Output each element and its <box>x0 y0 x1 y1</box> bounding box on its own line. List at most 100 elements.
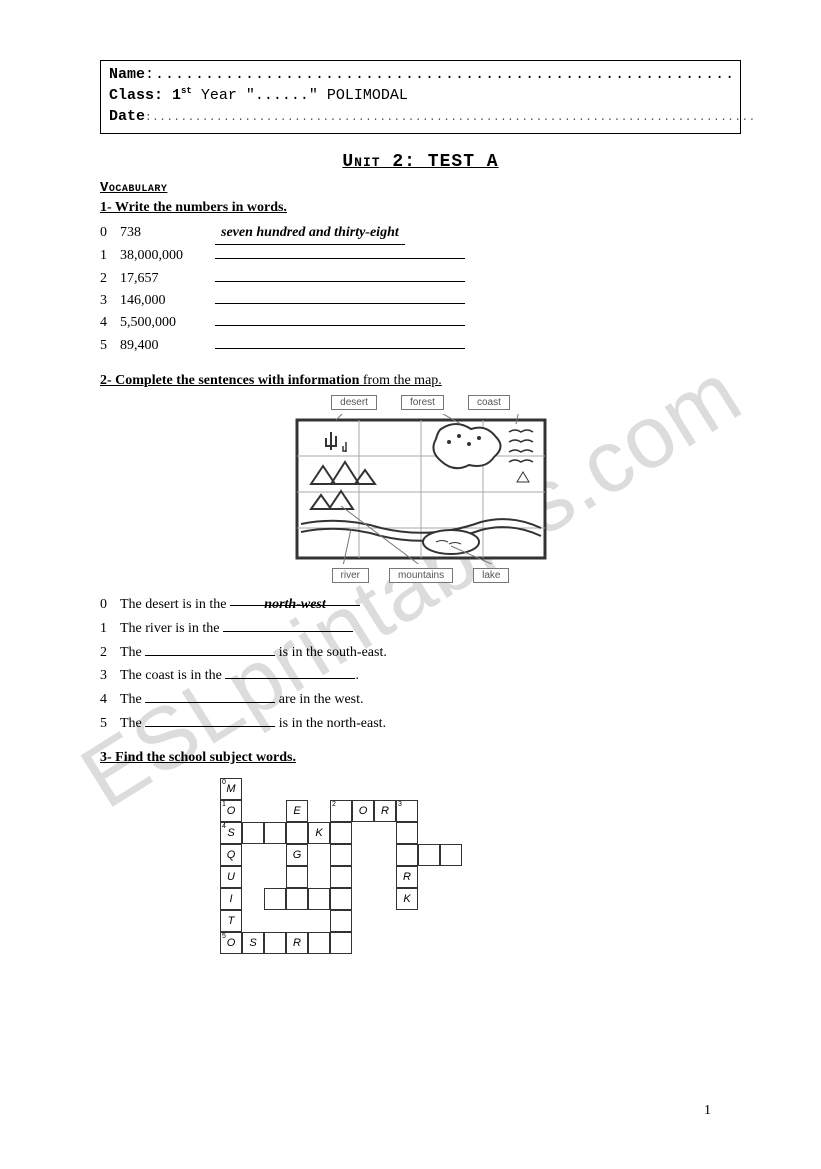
row-index: 0 <box>100 222 120 244</box>
row-index: 3 <box>100 290 120 312</box>
crossword-cell[interactable] <box>242 822 264 844</box>
blank-line[interactable] <box>215 268 465 282</box>
empty-cell <box>352 844 374 866</box>
sentence-pre: The river is in the <box>120 621 223 636</box>
empty-cell <box>264 866 286 888</box>
crossword-cell[interactable]: U <box>220 866 242 888</box>
crossword-cell[interactable] <box>286 822 308 844</box>
blank-line[interactable] <box>145 714 275 727</box>
cell-letter: S <box>249 937 256 949</box>
sentence-pre: The desert is in the <box>120 597 230 612</box>
sentence-row: 2The is in the south-east. <box>100 641 741 665</box>
map-label-river: river <box>332 568 369 583</box>
cell-number: 1 <box>222 801 226 808</box>
crossword-cell[interactable]: R <box>374 800 396 822</box>
cell-letter: O <box>359 805 368 817</box>
crossword-cell[interactable]: 5O <box>220 932 242 954</box>
cell-letter: Q <box>227 849 236 861</box>
crossword-cell[interactable] <box>330 866 352 888</box>
name-dots: :.......................................… <box>145 66 735 83</box>
row-index: 5 <box>100 335 120 357</box>
empty-cell <box>242 866 264 888</box>
cell-letter: K <box>403 893 410 905</box>
crossword-cell[interactable] <box>330 822 352 844</box>
crossword-cell[interactable]: O <box>352 800 374 822</box>
crossword-cell[interactable]: 3 <box>396 800 418 822</box>
crossword-cell[interactable]: 1O <box>220 800 242 822</box>
cell-letter: S <box>227 827 234 839</box>
empty-cell <box>308 910 330 932</box>
crossword-cell[interactable] <box>308 888 330 910</box>
blank-line[interactable] <box>215 245 465 259</box>
crossword-cell[interactable] <box>330 844 352 866</box>
crossword-cell[interactable]: T <box>220 910 242 932</box>
cell-letter: K <box>315 827 322 839</box>
sentence-index: 4 <box>100 688 120 712</box>
empty-cell <box>374 932 396 954</box>
crossword-cell[interactable] <box>330 932 352 954</box>
crossword-cell[interactable] <box>264 888 286 910</box>
name-label: Name <box>109 66 145 83</box>
empty-cell <box>352 866 374 888</box>
blank-line[interactable] <box>145 643 275 656</box>
blank-line[interactable] <box>215 312 465 326</box>
crossword-cell[interactable]: K <box>396 888 418 910</box>
number-row: 3146,000 <box>100 290 741 312</box>
empty-cell <box>418 866 440 888</box>
empty-cell <box>374 844 396 866</box>
empty-cell <box>396 778 418 800</box>
empty-cell <box>440 778 462 800</box>
blank-line[interactable] <box>215 290 465 304</box>
empty-cell <box>242 844 264 866</box>
empty-cell <box>242 888 264 910</box>
row-index: 4 <box>100 312 120 334</box>
q1-instruction: 1- Write the numbers in words. <box>100 200 741 216</box>
crossword-cell[interactable]: 0M <box>220 778 242 800</box>
crossword-cell[interactable]: E <box>286 800 308 822</box>
empty-cell <box>374 822 396 844</box>
crossword-cell[interactable]: K <box>308 822 330 844</box>
cell-letter: I <box>229 893 232 905</box>
empty-cell <box>374 778 396 800</box>
map-figure: desert forest coast <box>100 395 741 583</box>
number-row: 217,657 <box>100 268 741 290</box>
crossword-cell[interactable] <box>396 844 418 866</box>
blank-line[interactable] <box>225 666 355 679</box>
sentence-post: is in the north-east. <box>275 716 386 731</box>
empty-cell <box>418 932 440 954</box>
empty-cell <box>418 910 440 932</box>
crossword-cell[interactable]: I <box>220 888 242 910</box>
crossword-cell[interactable] <box>330 888 352 910</box>
crossword-cell[interactable] <box>264 932 286 954</box>
blank-line[interactable] <box>223 619 353 632</box>
q2-instr-bold: 2- Complete the sentences with informati… <box>100 373 359 388</box>
crossword-cell[interactable] <box>264 822 286 844</box>
crossword-cell[interactable] <box>286 888 308 910</box>
crossword-cell[interactable]: R <box>286 932 308 954</box>
crossword-cell[interactable]: G <box>286 844 308 866</box>
crossword-cell[interactable] <box>396 822 418 844</box>
blank-line[interactable] <box>215 335 465 349</box>
empty-cell <box>440 888 462 910</box>
sentence-index: 5 <box>100 712 120 736</box>
crossword-cell[interactable]: 4S <box>220 822 242 844</box>
page-number: 1 <box>704 1103 711 1119</box>
empty-cell <box>264 778 286 800</box>
crossword-cell[interactable] <box>440 844 462 866</box>
sentence-row: 5The is in the north-east. <box>100 712 741 736</box>
empty-cell <box>308 844 330 866</box>
cell-letter: G <box>293 849 302 861</box>
crossword-cell[interactable] <box>286 866 308 888</box>
crossword-cell[interactable] <box>418 844 440 866</box>
crossword-cell[interactable] <box>308 932 330 954</box>
name-line: Name:...................................… <box>109 65 732 85</box>
crossword-cell[interactable]: Q <box>220 844 242 866</box>
crossword-cell[interactable]: S <box>242 932 264 954</box>
blank-line[interactable] <box>145 690 275 703</box>
sentence-index: 3 <box>100 664 120 688</box>
crossword-cell[interactable]: 2 <box>330 800 352 822</box>
empty-cell <box>308 800 330 822</box>
crossword-cell[interactable]: R <box>396 866 418 888</box>
crossword-cell[interactable] <box>330 910 352 932</box>
row-value: 146,000 <box>120 290 215 312</box>
